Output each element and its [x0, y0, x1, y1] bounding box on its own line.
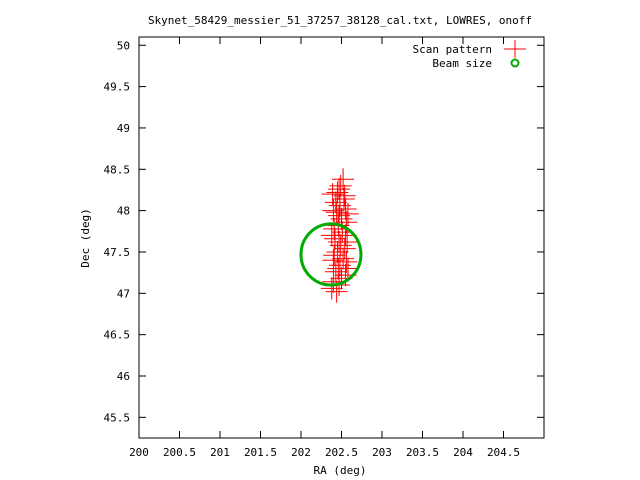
y-tick-label: 49.5 — [104, 81, 131, 94]
scan-point — [321, 183, 344, 206]
x-tick-label: 200 — [129, 446, 149, 459]
y-axis: 45.5 46 46.5 47 47.5 48 48.5 49 49.5 50 — [104, 39, 544, 424]
scan-point — [332, 168, 355, 191]
x-tick-label: 203 — [372, 446, 392, 459]
scan-point — [328, 178, 351, 201]
scan-point — [333, 184, 356, 207]
scan-point — [324, 260, 347, 283]
y-tick-label: 46 — [117, 370, 130, 383]
x-tick-label: 202.5 — [325, 446, 358, 459]
y-tick-label: 47 — [117, 287, 130, 300]
y-tick-label: 48.5 — [104, 163, 131, 176]
x-axis-label: RA (deg) — [314, 464, 367, 477]
scan-point — [336, 231, 359, 254]
y-tick-label: 49 — [117, 122, 130, 135]
legend-label-beam-size: Beam size — [432, 57, 492, 70]
y-tick-label: 46.5 — [104, 329, 131, 342]
x-tick-label: 202 — [291, 446, 311, 459]
scan-point — [335, 250, 358, 273]
plot-area — [299, 168, 363, 303]
scan-point — [320, 224, 343, 247]
scan-point — [336, 257, 359, 280]
scan-point — [336, 202, 359, 225]
scan-point — [332, 247, 355, 270]
x-tick-label: 204.5 — [487, 446, 520, 459]
y-tick-label: 47.5 — [104, 246, 131, 259]
legend-label-scan-pattern: Scan pattern — [413, 43, 492, 56]
x-axis: 200 200.5 201 201.5 202 202.5 203 203.5 204 204.5 — [129, 37, 520, 459]
scan-point — [333, 237, 356, 260]
scan-point — [329, 174, 352, 197]
legend-swatch-scan-pattern — [504, 40, 526, 58]
scan-point — [329, 234, 352, 257]
x-tick-label: 203.5 — [406, 446, 439, 459]
scan-point — [320, 277, 343, 300]
x-tick-label: 201 — [210, 446, 230, 459]
scan-point — [322, 249, 345, 272]
x-tick-label: 204 — [453, 446, 473, 459]
scan-point — [323, 244, 346, 267]
y-tick-label: 45.5 — [104, 411, 131, 424]
scan-point — [322, 199, 345, 222]
scan-point — [324, 191, 347, 214]
x-tick-label: 201.5 — [244, 446, 277, 459]
y-tick-label: 50 — [117, 39, 130, 52]
scan-point — [332, 188, 355, 211]
x-tick-label: 200.5 — [163, 446, 196, 459]
beam-size-circle — [299, 222, 363, 287]
y-axis-label: Dec (deg) — [79, 208, 92, 268]
scan-point — [334, 197, 357, 220]
legend: Scan pattern Beam size — [413, 40, 526, 70]
scan-point — [328, 254, 351, 277]
legend-swatch-beam-size — [510, 58, 520, 68]
scan-point — [328, 194, 351, 217]
scan-point — [325, 201, 348, 224]
scan-point — [323, 217, 346, 240]
chart-title: Skynet_58429_messier_51_37257_38128_cal.… — [148, 14, 532, 27]
scan-point — [322, 270, 345, 293]
y-tick-label: 48 — [117, 205, 130, 218]
